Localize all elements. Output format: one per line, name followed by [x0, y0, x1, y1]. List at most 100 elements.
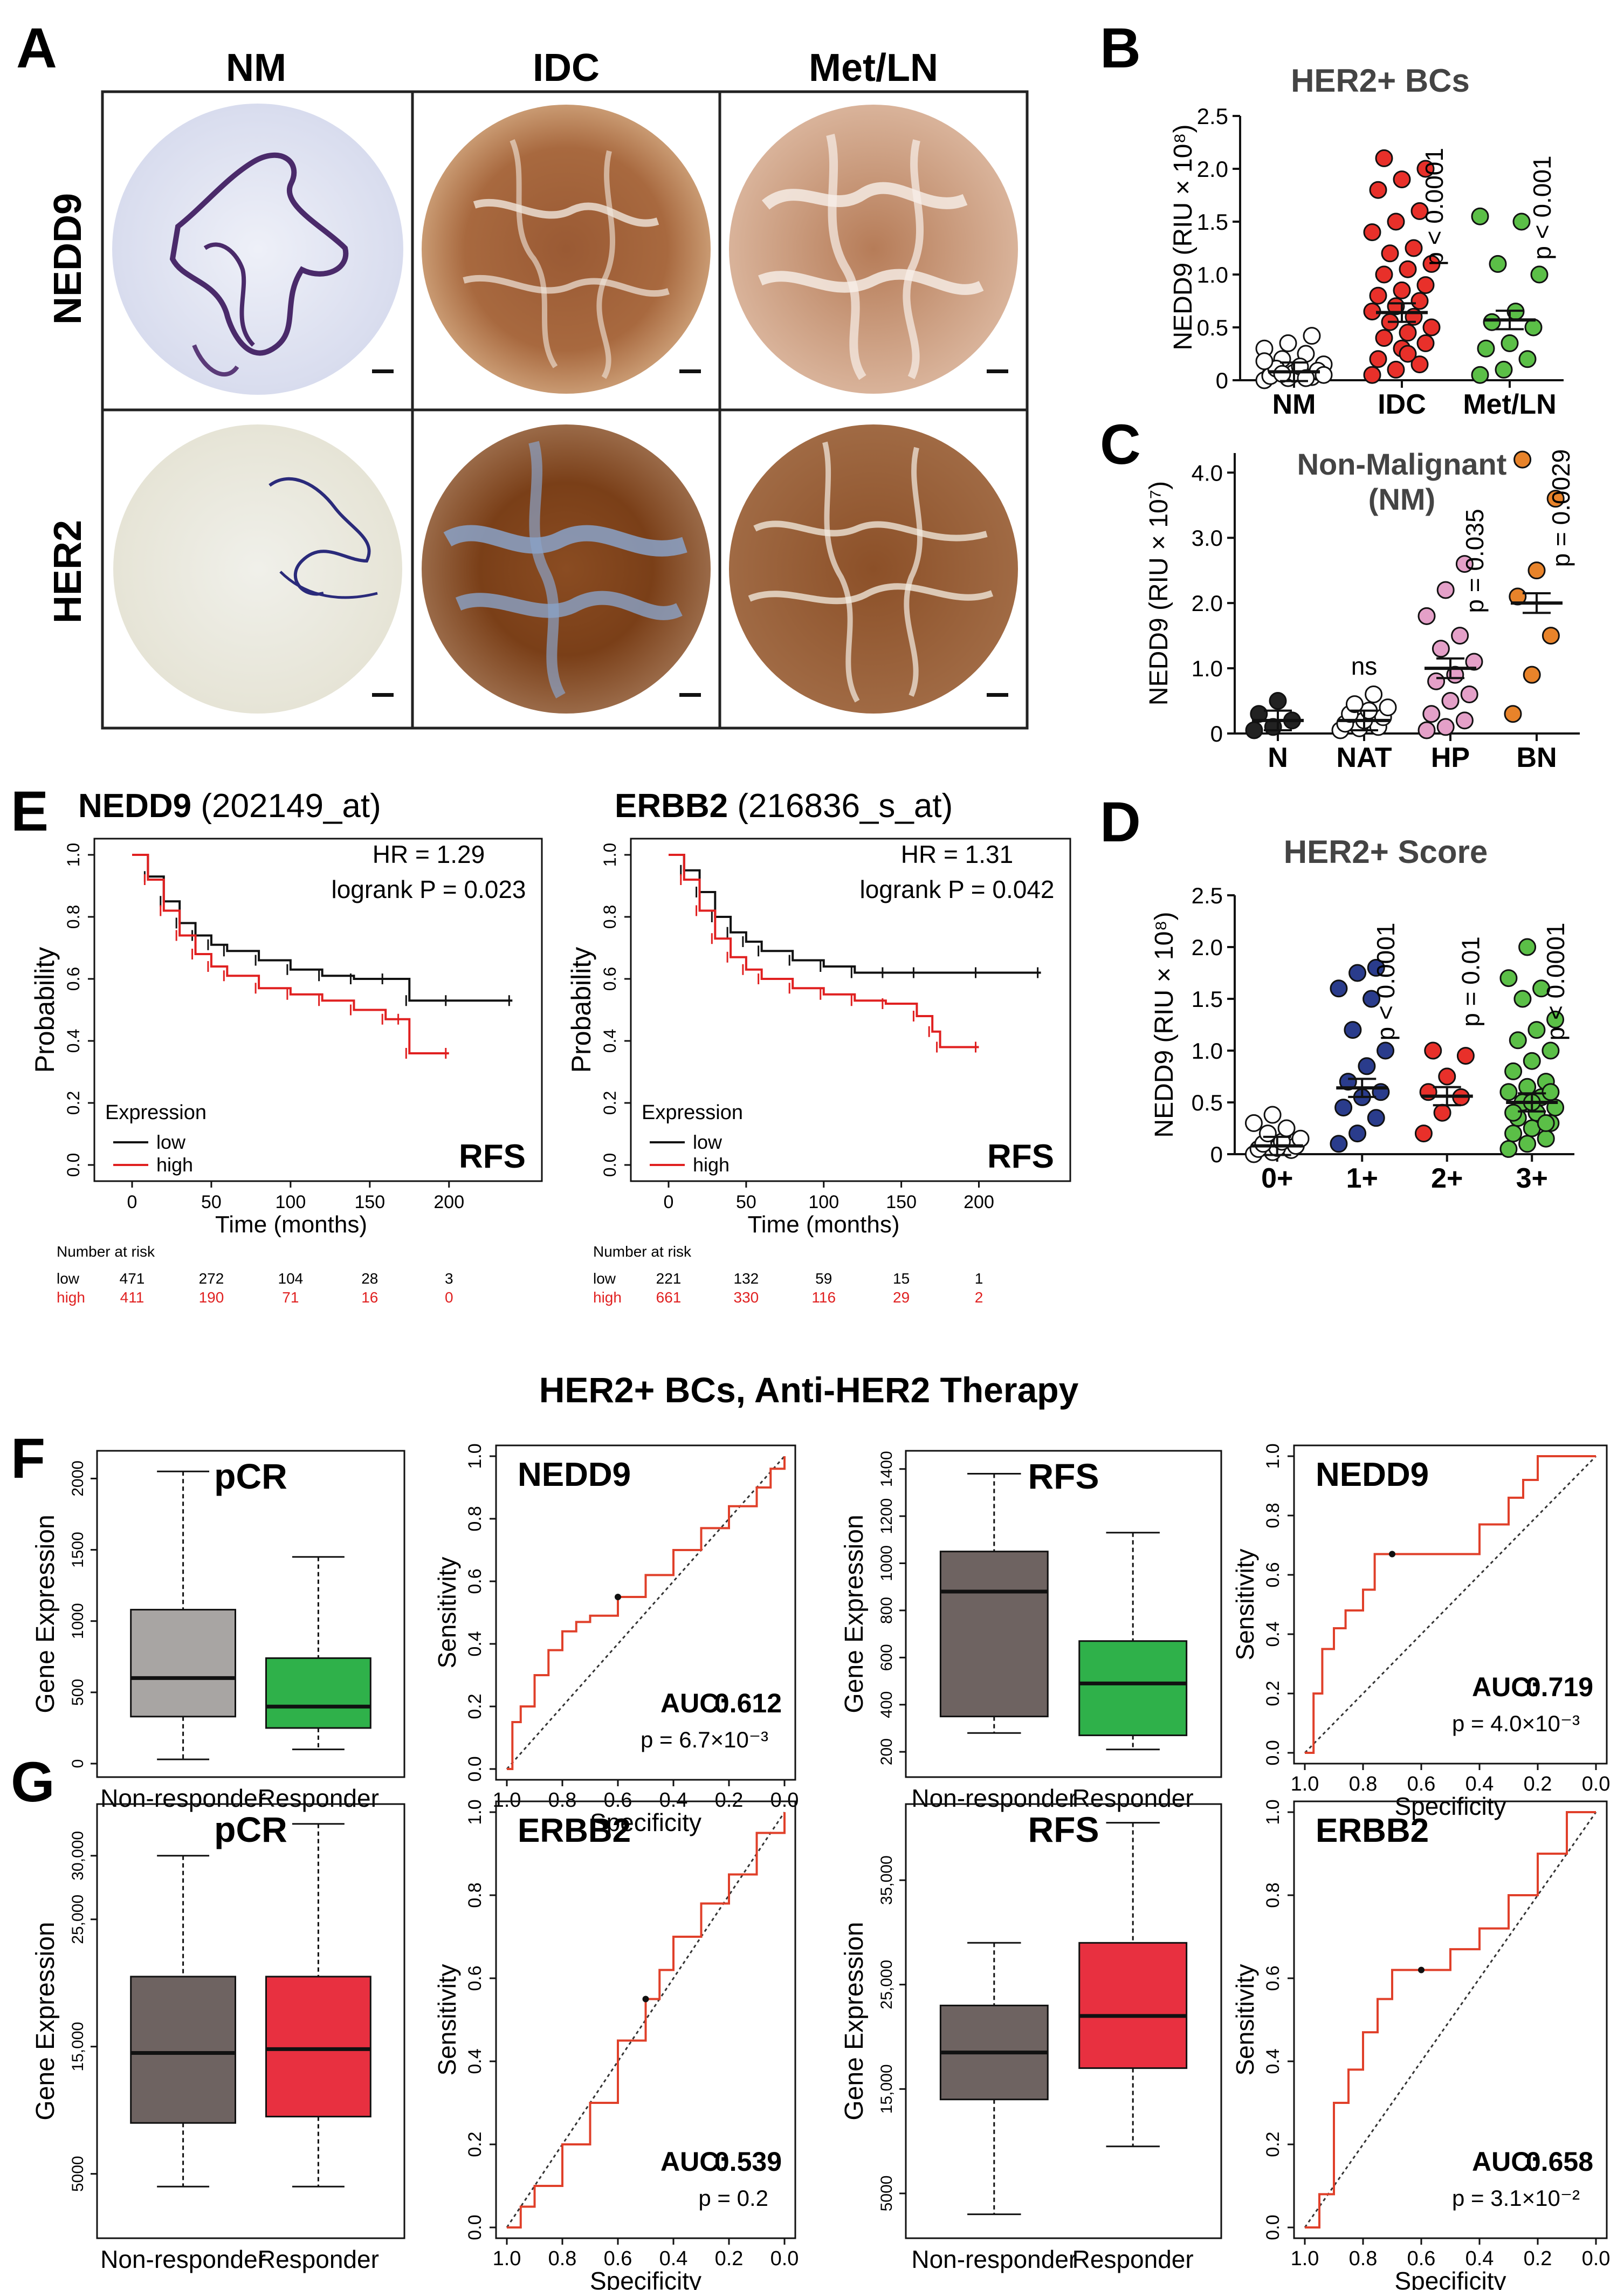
risk-header: Number at risk: [57, 1243, 155, 1260]
y-tick-label: 0.6: [465, 1568, 485, 1594]
data-point: [1393, 281, 1411, 299]
risk-high-value: 330: [734, 1289, 759, 1306]
km-legend-title: Expression: [105, 1101, 207, 1124]
data-point: [1495, 360, 1513, 379]
data-point: [1258, 1125, 1277, 1143]
micrograph-her2-idc: [422, 424, 711, 714]
box-title: pCR: [214, 1809, 287, 1849]
roc-auc-label: AUC:: [1472, 1672, 1539, 1702]
data-point: [1363, 223, 1381, 242]
data-point: [1537, 1114, 1555, 1132]
box-ylabel: Gene Expression: [31, 1922, 60, 2120]
box-ylabel: Gene Expression: [31, 1514, 60, 1713]
data-point: [1416, 160, 1435, 178]
x-tick-label: 0: [664, 1192, 674, 1212]
x-tick-label: 0.4: [1465, 1773, 1494, 1795]
box-category: Responder: [258, 1784, 379, 1812]
risk-low-value: 3: [445, 1270, 453, 1287]
data-point: [1417, 721, 1436, 739]
roc-p-value: p = 6.7×10⁻³: [641, 1727, 768, 1752]
data-point: [1367, 1109, 1385, 1127]
y-tick-label: 1.0: [1192, 656, 1223, 681]
data-point: [1334, 1099, 1353, 1117]
y-tick-label: 0.2: [465, 2131, 485, 2157]
km-title-probe: (202149_at): [201, 787, 381, 825]
box-iqr: [939, 1551, 1049, 1718]
roc-diagonal: [506, 1456, 786, 1770]
data-point: [1512, 212, 1531, 231]
y-tick-label: 1.0: [465, 1443, 485, 1469]
data-point: [1363, 366, 1381, 384]
x-tick-label: Met/LN: [1463, 389, 1556, 420]
y-tick-label: 1.0: [1263, 1443, 1283, 1469]
data-point: [1245, 721, 1263, 739]
roc-auc-value: 0.539: [714, 2147, 782, 2177]
data-point: [1277, 1119, 1296, 1137]
roc-xlabel: Specificity: [590, 1808, 701, 1836]
km-xlabel: Time (months): [748, 1211, 900, 1238]
data-point: [1369, 181, 1387, 199]
y-tick-label: 1.0: [600, 843, 620, 867]
data-point: [1348, 1125, 1367, 1143]
roc-ylabel: Sensitivity: [1231, 1964, 1259, 2075]
data-point: [1330, 1135, 1348, 1153]
y-tick-label: 3.0: [1192, 525, 1223, 551]
roc-cutoff-point: [642, 1996, 649, 2003]
data-point: [1542, 1041, 1560, 1060]
data-point: [1523, 1052, 1541, 1070]
km-title-gene: ERBB2: [615, 787, 737, 825]
risk-low-value: 1: [975, 1270, 983, 1287]
dot-plot-c: 0 1.0 2.0 3.0 4.0 N NAT HP p = 0.035 BN p = 0.0029…: [1192, 449, 1580, 773]
x-tick-label: 0.2: [1524, 2247, 1552, 2270]
y-tick-label: 0.0: [1263, 2214, 1283, 2240]
y-tick-label: 0.4: [1263, 1621, 1283, 1647]
y-tick-label: 0.2: [64, 1091, 83, 1115]
roc-cutoff-point: [1389, 1551, 1395, 1558]
roc-ylabel: Sensitivity: [1231, 1548, 1259, 1660]
risk-header: Number at risk: [593, 1243, 692, 1260]
y-tick-label: 0.8: [600, 905, 620, 929]
box-category: Responder: [258, 2245, 379, 2273]
risk-low-label: low: [57, 1270, 80, 1287]
box-frame: [905, 1450, 1222, 1778]
roc-frame: [1293, 1800, 1608, 2239]
x-tick-label: 0.8: [1349, 1773, 1378, 1795]
roc-auc-value: 0.719: [1526, 1672, 1593, 1702]
x-tick-label: 0.6: [604, 1789, 632, 1812]
y-tick-label: 5000: [878, 2176, 896, 2212]
panel-e-letter: E: [11, 780, 49, 843]
roc-diagonal: [1304, 1812, 1597, 2228]
roc-frame: [495, 1444, 796, 1781]
box-title: RFS: [1028, 1456, 1099, 1496]
y-tick-label: 1000: [878, 1545, 896, 1581]
roc-auc-value: 0.612: [714, 1688, 782, 1718]
y-tick-label: 0.2: [465, 1693, 485, 1719]
data-point: [1542, 627, 1560, 645]
box-category: Responder: [1072, 1784, 1194, 1812]
roc-frame: [495, 1800, 796, 2239]
data-point: [1518, 350, 1537, 368]
p-value-label: p < 0.0001: [1372, 923, 1400, 1041]
roc-cutoff-point: [1418, 1966, 1425, 1973]
y-tick-label: 0: [1210, 721, 1223, 746]
data-point: [1524, 318, 1543, 337]
x-tick-label: 1.0: [493, 1789, 521, 1812]
x-tick-label: 150: [886, 1192, 917, 1212]
km-hr: HR = 1.31: [901, 840, 1013, 868]
y-tick-label: 2.0: [1197, 156, 1228, 182]
data-point: [1416, 276, 1435, 294]
x-tick-label: 0.0: [770, 1789, 799, 1812]
data-point: [1330, 979, 1348, 998]
y-tick-label: 0.8: [465, 1882, 485, 1908]
y-tick-label: 5000: [69, 2156, 87, 2192]
panel-a-row-label-her2: HER2: [46, 520, 90, 623]
box-category: Non-responder: [911, 1784, 1077, 1812]
y-tick-label: 0.0: [465, 1756, 485, 1781]
data-point: [1527, 1021, 1546, 1039]
data-point: [1365, 685, 1383, 703]
risk-high-value: 661: [656, 1289, 682, 1306]
roc-auc-label: AUC:: [660, 1688, 728, 1718]
panel-d-letter: D: [1100, 791, 1141, 854]
km-frame: [93, 838, 543, 1182]
data-point: [1427, 672, 1446, 690]
